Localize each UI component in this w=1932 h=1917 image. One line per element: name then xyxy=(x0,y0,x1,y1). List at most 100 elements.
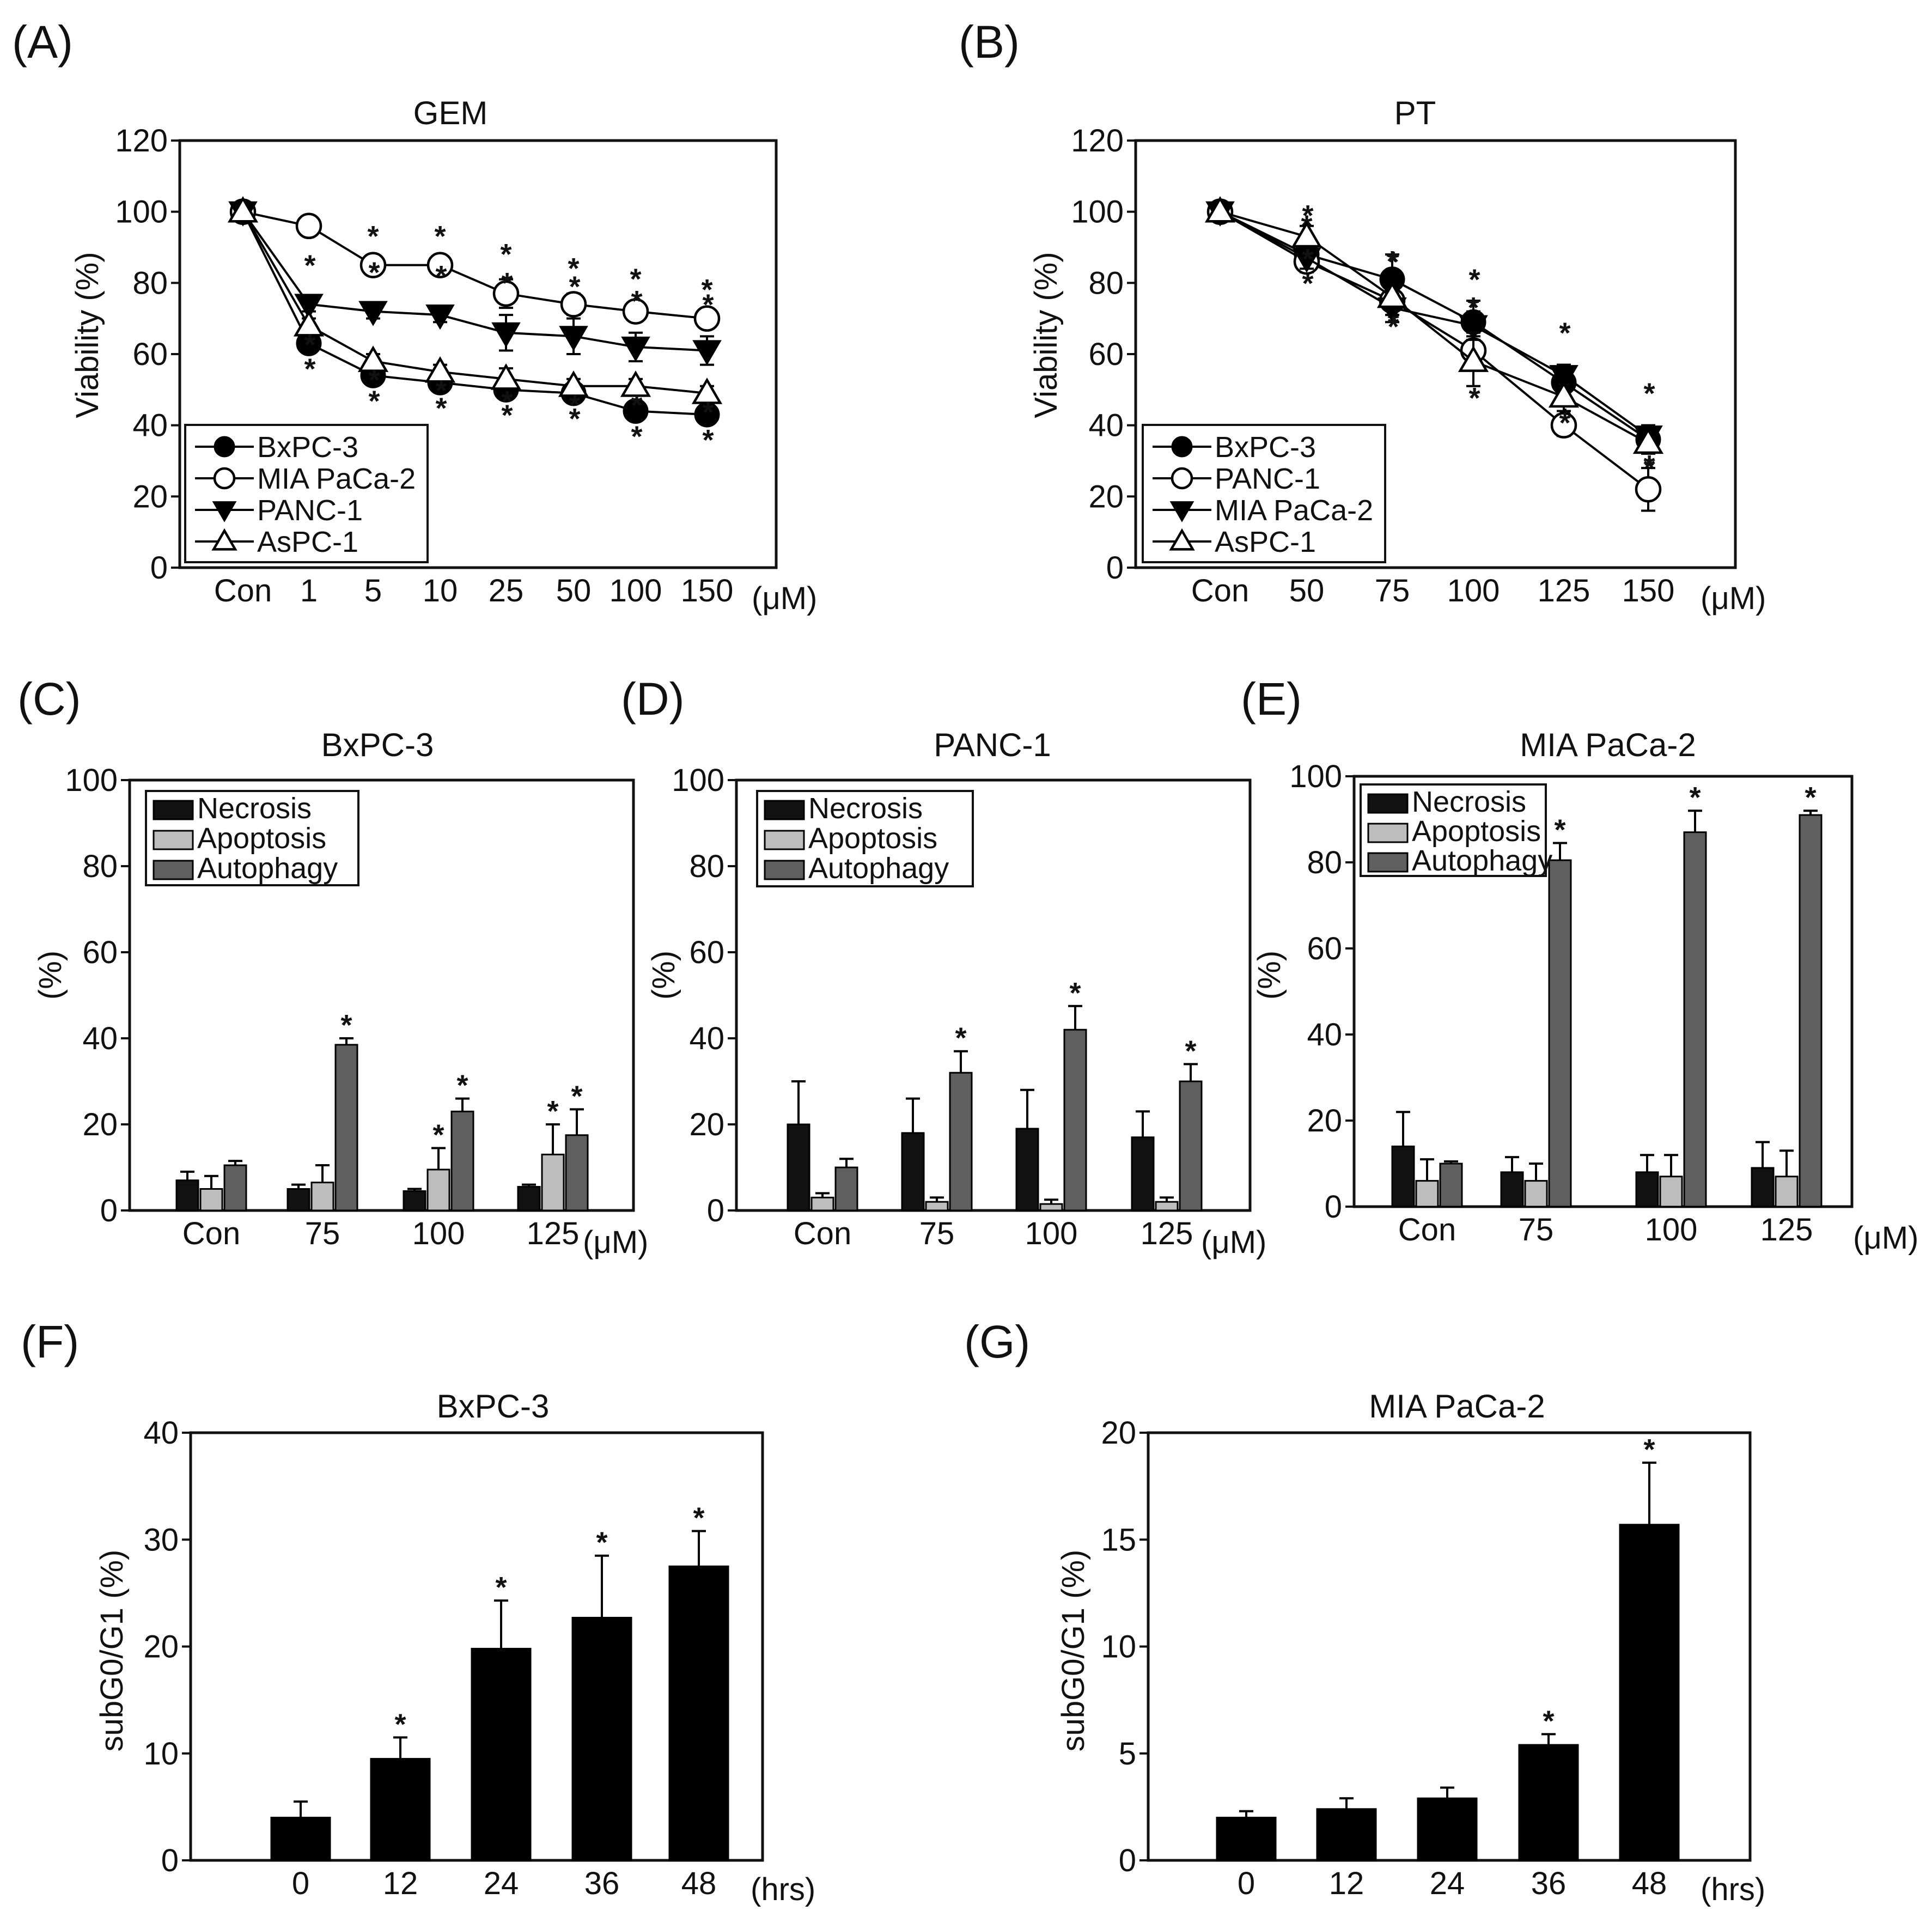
data-point-A-3-1 xyxy=(293,310,325,337)
bar-E-1-3 xyxy=(1775,1176,1799,1208)
legend-label-C-1: Apoptosis xyxy=(197,822,326,855)
x-tick-label-B-1: 50 xyxy=(1289,573,1325,608)
y-tick-label-G-10: 10 xyxy=(1101,1629,1136,1665)
chart-title-d: PANC-1 xyxy=(934,727,1051,763)
sig-marker-A-1-2: * xyxy=(367,220,379,253)
data-point-B-1-5 xyxy=(1635,476,1662,503)
data-point-A-3-4 xyxy=(490,363,522,390)
x-tick-label-E-3: 125 xyxy=(1760,1212,1813,1247)
y-tick-label-C-40: 40 xyxy=(82,1021,118,1056)
panel-g: (G) MIA PaCa-2 subG0/G1 (%) (hrs) xyxy=(964,1316,1765,1907)
bar-E-0-2 xyxy=(1635,1171,1659,1208)
x-tick-label-F-4: 48 xyxy=(681,1866,717,1901)
sig-marker-E-2-2: * xyxy=(1689,781,1701,814)
series-line-B-1 xyxy=(1220,210,1649,490)
sig-marker-A-1-5: * xyxy=(568,252,579,285)
sig-marker-C-2-2: * xyxy=(456,1069,468,1102)
sig-marker-A-3-4: * xyxy=(501,385,513,418)
x-tick-label-C-0: Con xyxy=(182,1216,240,1251)
y-tick-label-E-0: 0 xyxy=(1325,1189,1342,1225)
legend-label-A-1: MIA PaCa-2 xyxy=(257,462,416,495)
x-unit-label-c: (μM) xyxy=(583,1225,648,1260)
bar-C-1-0 xyxy=(199,1188,223,1212)
sig-marker-G-0-4: * xyxy=(1643,1433,1655,1466)
y-tick-label-D-20: 20 xyxy=(689,1107,724,1142)
legend-swatch-C-0 xyxy=(153,800,194,820)
plot-F: 0 12 24 36 48 * * * * xyxy=(270,1502,729,1901)
sig-marker-A-3-5: * xyxy=(569,389,580,422)
x-tick-label-G-0: 0 xyxy=(1238,1866,1255,1901)
series-C-1: ** xyxy=(199,1095,565,1212)
x-tick-label-F-1: 12 xyxy=(383,1866,418,1901)
bar-G-0-2 xyxy=(1417,1797,1478,1861)
legend-label-D-2: Autophagy xyxy=(808,852,949,885)
sig-marker-B-0-1: * xyxy=(1302,267,1313,300)
bar-C-0-3 xyxy=(517,1186,541,1212)
data-point-B-2-4 xyxy=(1549,365,1578,391)
y-tick-label-C-100: 100 xyxy=(65,763,118,798)
data-point-A-2-4 xyxy=(491,322,521,348)
sig-marker-B-3-1: * xyxy=(1302,243,1313,276)
x-tick-label-B-2: 75 xyxy=(1375,573,1410,608)
legend-marker-A-0 xyxy=(214,436,235,458)
sig-marker-C-1-2: * xyxy=(432,1118,444,1151)
series-C-2: * * * xyxy=(223,1009,589,1212)
series-E-2: * * * xyxy=(1439,781,1823,1208)
data-point-A-1-5 xyxy=(560,291,587,318)
y-tick-label-E-100: 100 xyxy=(1289,759,1342,794)
x-tick-label-E-1: 75 xyxy=(1519,1212,1554,1247)
data-point-A-1-1 xyxy=(295,212,322,240)
sig-marker-B-3-5: * xyxy=(1643,449,1655,482)
panel-label-f: (F) xyxy=(21,1316,79,1367)
legend-label-C-2: Autophagy xyxy=(197,852,338,885)
panel-label-d: (D) xyxy=(621,673,685,725)
data-point-A-1-6 xyxy=(622,298,649,325)
sig-marker-B-1-2: * xyxy=(1386,245,1398,278)
bar-D-2-3 xyxy=(1179,1080,1203,1212)
sig-marker-A-1-7: * xyxy=(701,273,712,306)
data-point-A-1-4 xyxy=(492,280,520,307)
legend-swatch-C-1 xyxy=(153,830,194,850)
bar-D-0-3 xyxy=(1131,1136,1155,1212)
legend-marker-A-1 xyxy=(213,467,236,490)
legend-label-A-2: PANC-1 xyxy=(257,494,363,527)
data-point-A-1-3 xyxy=(426,252,454,278)
series-D-0 xyxy=(787,1080,1155,1212)
series-D-1 xyxy=(810,1192,1179,1212)
data-point-A-3-7 xyxy=(691,378,723,404)
series-E-0 xyxy=(1391,1111,1775,1208)
x-tick-label-B-0: Con xyxy=(1191,573,1249,608)
sig-marker-A-2-4: * xyxy=(501,267,513,300)
plot-frame-E xyxy=(1352,775,1854,1208)
x-tick-label-E-0: Con xyxy=(1398,1212,1456,1247)
x-tick-label-D-3: 125 xyxy=(1141,1216,1193,1251)
legend-swatch-E-0 xyxy=(1367,793,1409,814)
x-unit-label-d: (μM) xyxy=(1201,1225,1266,1260)
bar-D-1-1 xyxy=(925,1201,949,1212)
sig-marker-A-2-3: * xyxy=(435,260,447,293)
legend-marker-A-3 xyxy=(211,528,237,551)
y-tick-label-D-100: 100 xyxy=(672,763,724,798)
x-tick-label-E-2: 100 xyxy=(1645,1212,1698,1247)
legend-label-A-0: BxPC-3 xyxy=(257,431,358,464)
x-tick-label-B-4: 125 xyxy=(1538,573,1590,608)
bar-C-0-0 xyxy=(175,1179,199,1212)
bar-E-1-2 xyxy=(1659,1176,1683,1208)
x-tick-label-G-1: 12 xyxy=(1329,1866,1364,1901)
x-tick-label-C-2: 100 xyxy=(412,1216,465,1251)
sig-marker-F-0-4: * xyxy=(693,1502,704,1535)
data-point-A-2-6 xyxy=(621,336,650,362)
data-point-A-3-5 xyxy=(558,370,589,397)
legend-label-B-2: MIA PaCa-2 xyxy=(1215,494,1373,527)
y-tick-label-D-80: 80 xyxy=(689,849,724,884)
sig-marker-A-3-1: * xyxy=(304,328,315,361)
chart-title-g: MIA PaCa-2 xyxy=(1369,1388,1545,1425)
series-line-B-2 xyxy=(1220,210,1649,437)
panel-label-c: (C) xyxy=(17,673,81,725)
series-A-3: * * * * * * * xyxy=(227,196,723,429)
y-tick-label-B-80: 80 xyxy=(1088,265,1124,301)
sig-marker-A-3-2: * xyxy=(368,364,380,397)
